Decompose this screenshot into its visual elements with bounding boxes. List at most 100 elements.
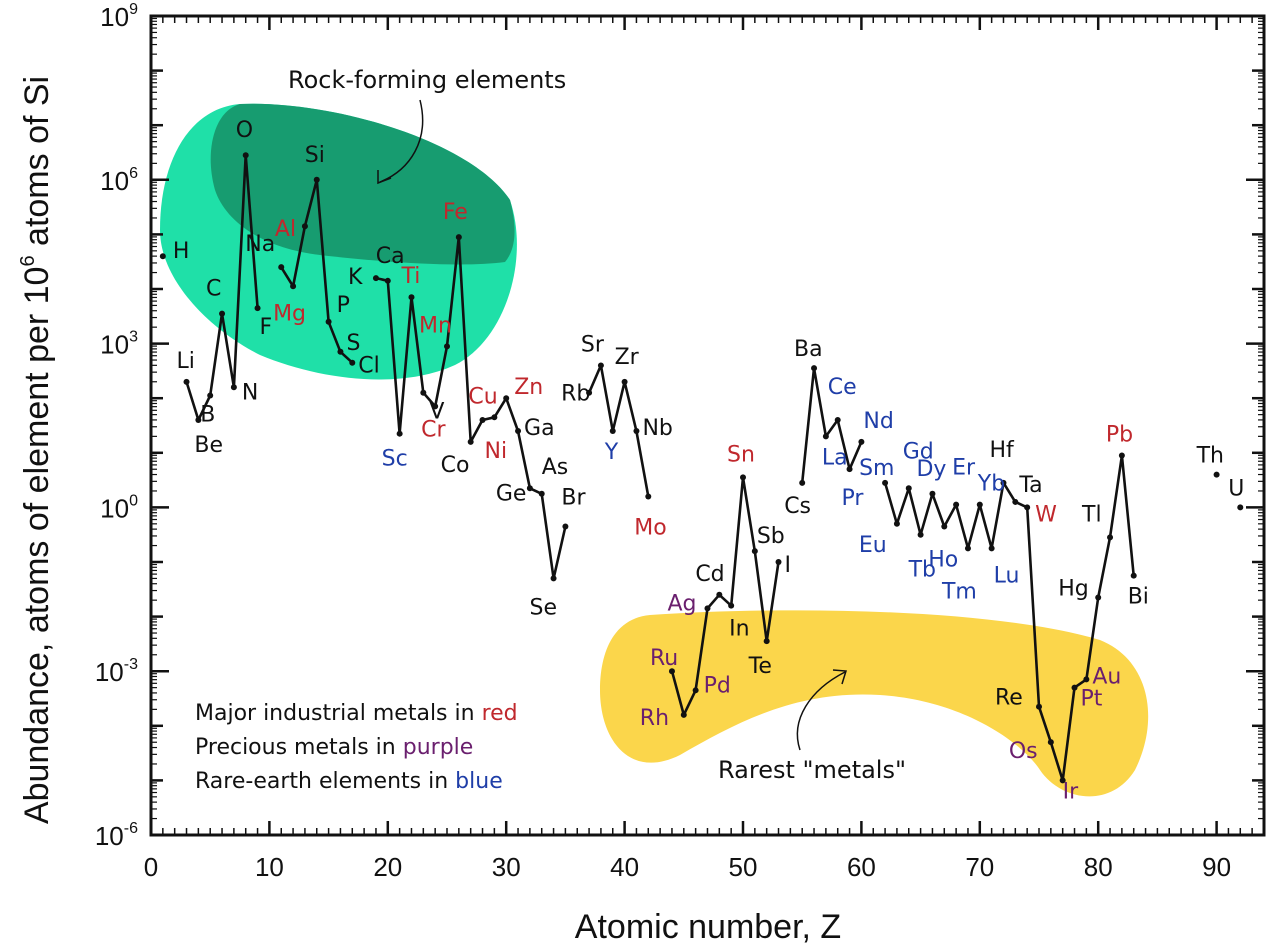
point-Cs <box>799 479 806 486</box>
point-Cd <box>716 591 723 598</box>
point-U <box>1237 504 1244 511</box>
point-B <box>207 392 214 399</box>
point-Sc <box>396 430 403 437</box>
point-Ag <box>704 605 711 612</box>
element-points <box>159 152 1244 784</box>
label-Ca: Ca <box>376 244 405 269</box>
label-Bi: Bi <box>1128 585 1149 610</box>
legend-note-red: Major industrial metals in red <box>195 701 518 726</box>
label-Tl: Tl <box>1081 502 1102 527</box>
point-P <box>325 318 332 325</box>
y-tick-labels: 10-6 10-3 100 103 106 109 <box>95 1 138 851</box>
point-O <box>242 152 249 159</box>
label-Ga: Ga <box>524 416 555 441</box>
label-Zr: Zr <box>615 345 640 370</box>
label-Be: Be <box>194 433 223 458</box>
label-Pr: Pr <box>842 486 865 511</box>
label-Tm: Tm <box>941 579 977 604</box>
rarest-metals-arrow <box>796 671 846 751</box>
label-Mo: Mo <box>634 515 666 540</box>
point-Be <box>195 417 202 424</box>
rarest-metals-label: Rarest "metals" <box>718 756 906 784</box>
label-As: As <box>542 455 569 480</box>
label-Nd: Nd <box>863 409 893 434</box>
axis-ticks <box>149 14 1265 837</box>
point-Sn <box>740 474 746 481</box>
label-Cr: Cr <box>421 417 446 442</box>
x-tick-label: 20 <box>373 852 402 882</box>
rarest-metals-arrowhead <box>832 669 847 685</box>
point-Bi <box>1130 572 1137 579</box>
point-Hg <box>1095 594 1102 601</box>
point-Tl <box>1107 534 1114 541</box>
label-Na: Na <box>245 232 275 257</box>
label-Al: Al <box>275 217 296 242</box>
point-Pr <box>846 466 853 473</box>
label-Ti: Ti <box>400 264 420 289</box>
point-Os <box>1047 739 1054 746</box>
point-Sb <box>751 548 758 555</box>
label-U: U <box>1228 476 1244 501</box>
label-Si: Si <box>305 143 325 168</box>
label-Sn: Sn <box>727 442 755 467</box>
point-Dy <box>929 490 936 497</box>
point-Si <box>313 176 320 183</box>
x-tick-label: 80 <box>1084 852 1113 882</box>
x-tick-label: 50 <box>729 852 758 882</box>
point-W <box>1024 504 1031 511</box>
label-Zn: Zn <box>514 375 543 400</box>
label-Er: Er <box>952 456 976 481</box>
label-K: K <box>348 265 363 290</box>
x-axis-title: Atomic number, Z <box>575 908 841 946</box>
label-Br: Br <box>561 486 586 511</box>
rock-forming-arrowhead <box>377 170 392 185</box>
label-Tb: Tb <box>908 558 936 583</box>
point-Ir <box>1059 777 1066 784</box>
label-P: P <box>337 293 350 318</box>
label-Yb: Yb <box>977 472 1005 497</box>
point-Th <box>1213 471 1220 478</box>
point-Ni <box>479 417 486 424</box>
point-As <box>538 490 545 497</box>
label-Ag: Ag <box>667 591 696 616</box>
point-Cl <box>349 359 356 366</box>
label-Ho: Ho <box>928 548 958 573</box>
label-Rb: Rb <box>561 382 590 407</box>
point-Yb <box>976 501 983 508</box>
point-Tb <box>917 531 924 538</box>
x-tick-label: 40 <box>610 852 639 882</box>
rock-forming-label: Rock-forming elements <box>288 66 566 94</box>
y-tick-label: 10-3 <box>95 656 138 687</box>
label-Eu: Eu <box>859 533 887 558</box>
series-line <box>800 366 863 483</box>
label-N: N <box>242 380 258 405</box>
point-Sm <box>882 479 889 486</box>
label-Li: Li <box>177 349 195 374</box>
label-Co: Co <box>441 453 470 478</box>
label-Ge: Ge <box>496 481 527 506</box>
label-Nb: Nb <box>642 416 672 441</box>
point-Se <box>550 575 557 582</box>
label-Mg: Mg <box>273 301 306 326</box>
point-Pd <box>692 687 699 694</box>
point-K <box>372 275 379 282</box>
label-Sm: Sm <box>859 456 894 481</box>
point-Lu <box>988 545 995 552</box>
label-Hg: Hg <box>1058 576 1089 601</box>
point-Sr <box>597 362 604 369</box>
y-tick-label: 100 <box>100 492 138 523</box>
point-Mo <box>645 493 652 500</box>
label-Ni: Ni <box>485 439 508 464</box>
label-Sb: Sb <box>757 524 785 549</box>
point-Ce <box>834 417 841 424</box>
point-Ge <box>526 485 533 492</box>
point-Hf <box>1000 479 1007 486</box>
label-Pb: Pb <box>1106 423 1133 448</box>
y-tick-label: 10-6 <box>95 820 138 851</box>
label-Hf: Hf <box>989 438 1015 463</box>
point-Ga <box>515 427 522 434</box>
point-Mn <box>444 343 450 350</box>
label-Os: Os <box>1009 739 1038 764</box>
label-Te: Te <box>748 654 772 679</box>
color-legend-notes: Major industrial metals in red Precious m… <box>195 701 518 794</box>
